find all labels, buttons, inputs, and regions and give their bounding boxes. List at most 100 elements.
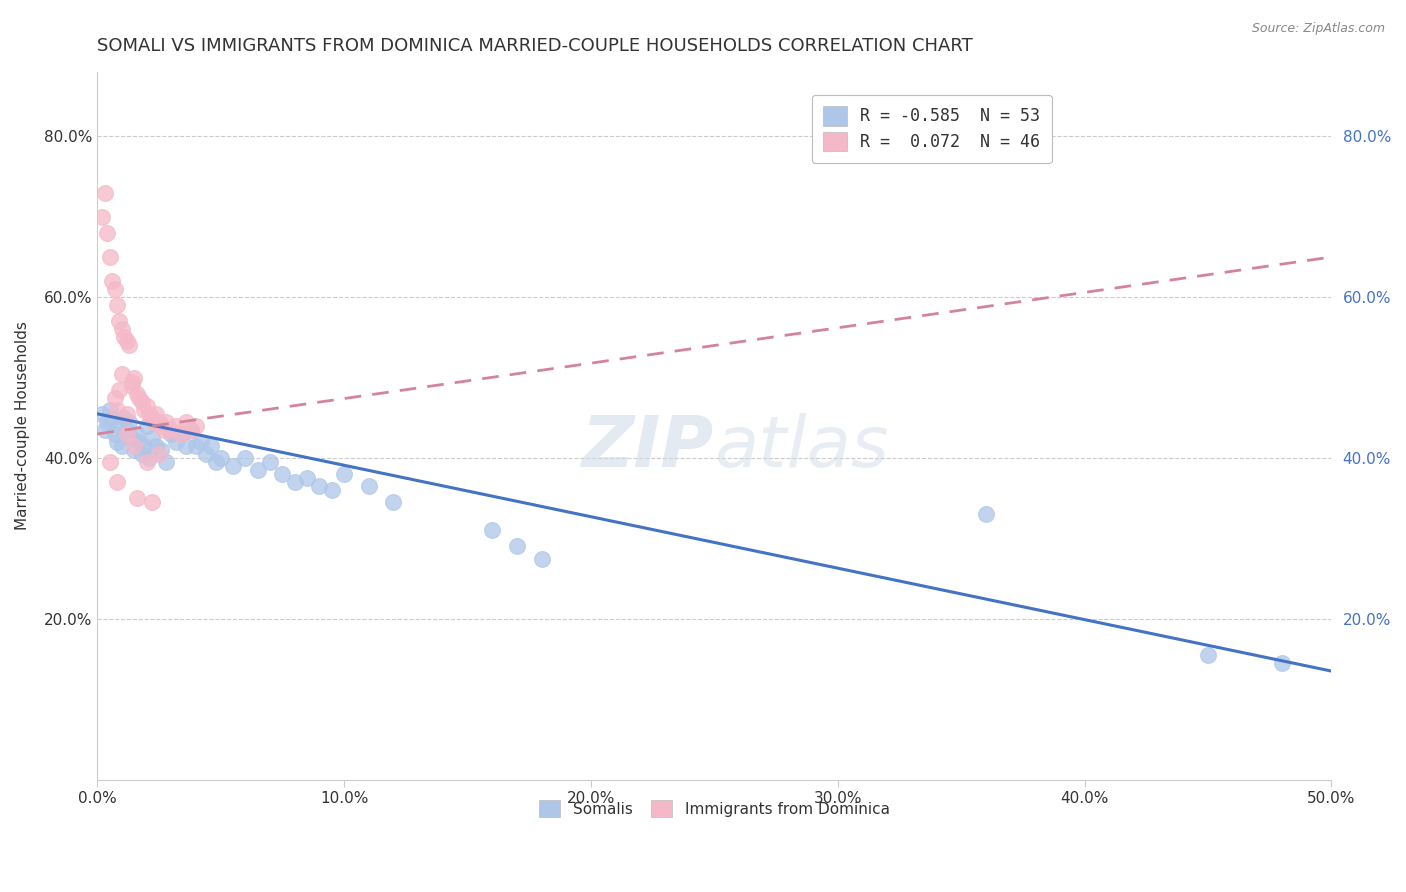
Point — [141, 431, 163, 445]
Point — [160, 423, 183, 437]
Point — [101, 274, 124, 288]
Point — [194, 447, 217, 461]
Point — [141, 495, 163, 509]
Point — [1271, 656, 1294, 670]
Point — [101, 410, 124, 425]
Point — [141, 410, 163, 425]
Point — [93, 423, 115, 437]
Point — [233, 450, 256, 465]
Point — [98, 402, 121, 417]
Point — [112, 410, 135, 425]
Point — [112, 330, 135, 344]
Point — [105, 402, 128, 417]
Point — [98, 250, 121, 264]
Point — [118, 338, 141, 352]
Point — [111, 367, 134, 381]
Point — [134, 402, 156, 417]
Point — [357, 479, 380, 493]
Point — [103, 426, 125, 441]
Point — [125, 426, 148, 441]
Point — [481, 524, 503, 538]
Point — [111, 439, 134, 453]
Point — [333, 467, 356, 482]
Point — [128, 391, 150, 405]
Point — [128, 434, 150, 449]
Point — [180, 423, 202, 437]
Point — [105, 298, 128, 312]
Point — [125, 386, 148, 401]
Point — [115, 426, 138, 441]
Point — [96, 415, 118, 429]
Point — [96, 226, 118, 240]
Point — [246, 463, 269, 477]
Point — [165, 418, 187, 433]
Y-axis label: Married-couple Households: Married-couple Households — [15, 321, 30, 531]
Point — [138, 450, 160, 465]
Point — [125, 491, 148, 506]
Point — [124, 370, 146, 384]
Point — [108, 418, 131, 433]
Point — [295, 471, 318, 485]
Text: ZIP: ZIP — [582, 413, 714, 482]
Point — [382, 495, 405, 509]
Point — [284, 475, 307, 490]
Point — [91, 210, 114, 224]
Point — [111, 322, 134, 336]
Point — [184, 418, 207, 433]
Point — [105, 475, 128, 490]
Point — [184, 439, 207, 453]
Point — [98, 455, 121, 469]
Point — [148, 415, 170, 429]
Text: Source: ZipAtlas.com: Source: ZipAtlas.com — [1251, 22, 1385, 36]
Point — [170, 426, 193, 441]
Point — [153, 423, 176, 437]
Point — [118, 415, 141, 429]
Point — [1197, 648, 1219, 662]
Point — [121, 375, 143, 389]
Legend: Somalis, Immigrants from Dominica: Somalis, Immigrants from Dominica — [531, 792, 897, 825]
Point — [308, 479, 330, 493]
Point — [103, 391, 125, 405]
Point — [200, 439, 222, 453]
Point — [131, 447, 153, 461]
Point — [174, 415, 197, 429]
Point — [150, 418, 173, 433]
Point — [204, 455, 226, 469]
Text: SOMALI VS IMMIGRANTS FROM DOMINICA MARRIED-COUPLE HOUSEHOLDS CORRELATION CHART: SOMALI VS IMMIGRANTS FROM DOMINICA MARRI… — [97, 37, 973, 55]
Point — [131, 394, 153, 409]
Point — [143, 415, 166, 429]
Text: atlas: atlas — [714, 413, 889, 482]
Point — [105, 434, 128, 449]
Point — [121, 431, 143, 445]
Point — [321, 483, 343, 498]
Point — [150, 442, 173, 457]
Point — [108, 314, 131, 328]
Point — [115, 423, 138, 437]
Point — [222, 458, 245, 473]
Point — [155, 455, 177, 469]
Point — [135, 418, 157, 433]
Point — [148, 447, 170, 461]
Point — [209, 450, 232, 465]
Point — [174, 439, 197, 453]
Point — [91, 407, 114, 421]
Point — [160, 426, 183, 441]
Point — [138, 407, 160, 421]
Point — [974, 508, 997, 522]
Point — [115, 334, 138, 349]
Point — [165, 434, 187, 449]
Point — [134, 439, 156, 453]
Point — [103, 282, 125, 296]
Point — [135, 399, 157, 413]
Point — [180, 423, 202, 437]
Point — [259, 455, 281, 469]
Point — [145, 407, 167, 421]
Point — [108, 383, 131, 397]
Point — [170, 426, 193, 441]
Point — [190, 434, 212, 449]
Point — [124, 442, 146, 457]
Point — [121, 378, 143, 392]
Point — [530, 551, 553, 566]
Point — [155, 415, 177, 429]
Point — [135, 455, 157, 469]
